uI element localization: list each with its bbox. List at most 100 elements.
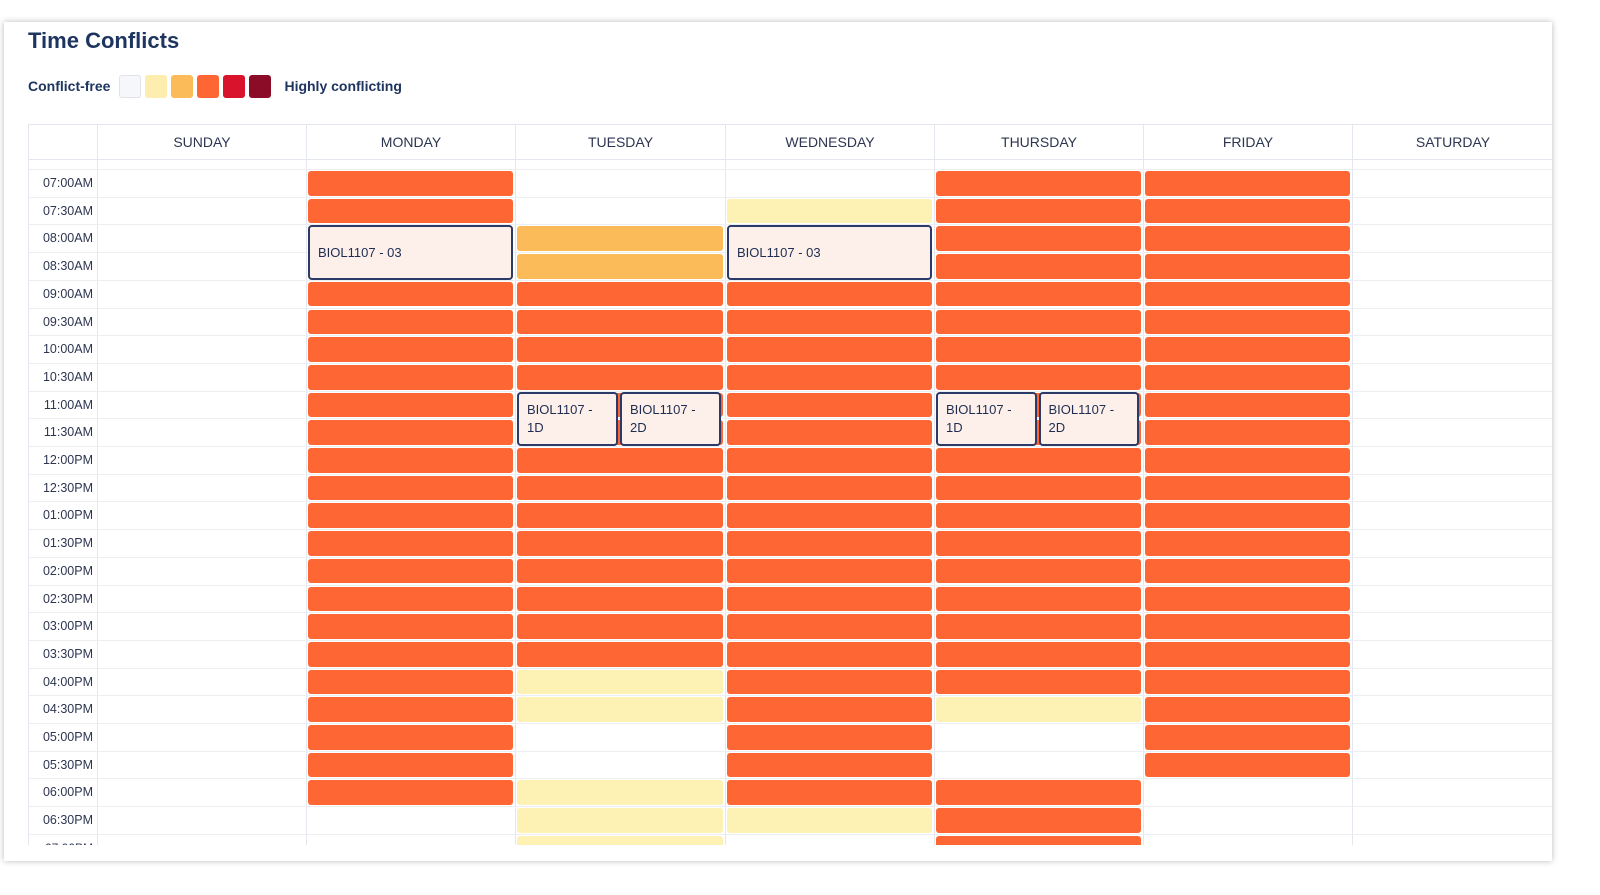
heat-cell — [517, 364, 723, 390]
day-header-friday: FRIDAY — [1143, 125, 1352, 159]
heat-cell — [727, 364, 932, 390]
row-divider — [29, 418, 1552, 420]
heat-cell — [936, 198, 1141, 224]
heat-cell — [308, 725, 513, 750]
course-block[interactable]: BIOL1107 - 03 — [727, 225, 932, 280]
day-header-thursday: THURSDAY — [934, 125, 1143, 159]
day-header-sunday: SUNDAY — [97, 125, 306, 159]
heat-cell — [936, 558, 1141, 584]
row-divider — [29, 501, 1552, 503]
row-divider — [29, 667, 1552, 669]
heat-cell — [517, 558, 723, 584]
heat-cell — [517, 309, 723, 335]
time-label: 02:00PM — [42, 563, 93, 578]
heat-cell — [936, 503, 1141, 529]
legend-swatch-5 — [223, 74, 246, 98]
heat-cell — [727, 725, 932, 750]
time-label: 03:00PM — [42, 619, 93, 634]
heat-cell — [936, 226, 1141, 252]
heat-cell — [936, 171, 1141, 196]
heat-cell — [936, 531, 1141, 556]
heat-cell — [308, 171, 513, 196]
heat-cell — [517, 586, 723, 612]
time-label: 01:30PM — [42, 536, 93, 551]
heat-cell — [308, 558, 513, 584]
heat-cell — [308, 503, 513, 529]
heat-cell — [727, 198, 932, 224]
weekly-calendar-grid: SUNDAY MONDAY TUESDAY WEDNESDAY THURSDAY FRID… — [28, 124, 1552, 845]
time-column-header — [29, 125, 97, 159]
heat-cell — [1145, 641, 1350, 667]
day-header-row: SUNDAY MONDAY TUESDAY WEDNESDAY THURSDAY FRID… — [29, 125, 1552, 160]
heat-cell — [1145, 725, 1350, 750]
heat-cell — [1145, 226, 1350, 252]
heat-cell — [308, 337, 513, 362]
legend-swatch-2 — [145, 74, 168, 98]
course-block[interactable]: BIOL1107 - 2D — [1038, 391, 1139, 446]
heat-cell — [517, 780, 723, 806]
heat-cell — [308, 669, 513, 695]
time-label: 05:00PM — [42, 730, 93, 744]
row-divider — [29, 390, 1552, 392]
heat-cell — [517, 503, 723, 529]
heat-cell — [308, 531, 513, 556]
heat-cell — [727, 808, 932, 833]
heat-cell — [517, 475, 723, 501]
heat-cell — [727, 531, 932, 556]
heat-cell — [1145, 309, 1350, 335]
heat-cell — [517, 669, 723, 695]
row-divider — [29, 556, 1552, 558]
heat-cell — [308, 309, 513, 335]
time-label: 07:30AM — [42, 203, 93, 218]
row-divider — [29, 695, 1552, 697]
heat-cell — [517, 448, 723, 473]
heat-cell — [308, 448, 513, 473]
course-block[interactable]: BIOL1107 - 1D — [517, 391, 618, 446]
heat-cell — [517, 835, 723, 845]
course-block[interactable]: BIOL1107 - 1D — [936, 391, 1037, 446]
heat-cell — [308, 752, 513, 778]
heat-cell — [727, 503, 932, 529]
row-divider — [29, 778, 1552, 780]
heat-cell — [308, 198, 513, 224]
heat-cell — [517, 226, 723, 252]
row-divider — [29, 639, 1552, 641]
heat-cell — [517, 697, 723, 722]
row-divider — [29, 362, 1552, 364]
calendar-body[interactable]: 06:30AM 07:00AM 07:30AM 08:00AM 08:30AM 09:00… — [29, 159, 1552, 845]
heat-cell — [308, 392, 513, 418]
heat-cell — [1145, 614, 1350, 639]
heat-cell — [517, 254, 723, 279]
heat-cell — [727, 337, 932, 362]
row-divider — [29, 612, 1552, 614]
heat-cell — [1145, 697, 1350, 722]
legend-swatch-3 — [171, 74, 194, 98]
heat-cell — [727, 586, 932, 612]
heat-cell — [1145, 337, 1350, 362]
heat-cell — [727, 752, 932, 778]
heat-cell — [1145, 198, 1350, 224]
time-label: 02:30PM — [42, 591, 93, 606]
day-header-monday: MONDAY — [306, 125, 515, 159]
heat-cell — [308, 780, 513, 806]
heat-cell — [1145, 752, 1350, 778]
heat-cell — [1145, 475, 1350, 501]
legend-conflict-free-label: Conflict-free — [28, 78, 111, 94]
heat-cell — [936, 337, 1141, 362]
heat-cell — [936, 697, 1141, 722]
heat-cell — [308, 420, 513, 445]
row-divider — [29, 446, 1552, 447]
row-divider — [29, 806, 1552, 808]
heat-cell — [1145, 254, 1350, 279]
heat-cell — [727, 641, 932, 667]
day-header-tuesday: TUESDAY — [515, 125, 725, 159]
time-label: 12:00PM — [42, 453, 93, 467]
heat-cell — [936, 364, 1141, 390]
heat-cell — [517, 808, 723, 833]
row-divider — [29, 750, 1552, 752]
time-label: 06:00PM — [42, 785, 93, 800]
course-block[interactable]: BIOL1107 - 03 — [308, 225, 513, 280]
heat-cell — [936, 614, 1141, 639]
course-block[interactable]: BIOL1107 - 2D — [620, 391, 721, 446]
heat-cell — [1145, 364, 1350, 390]
